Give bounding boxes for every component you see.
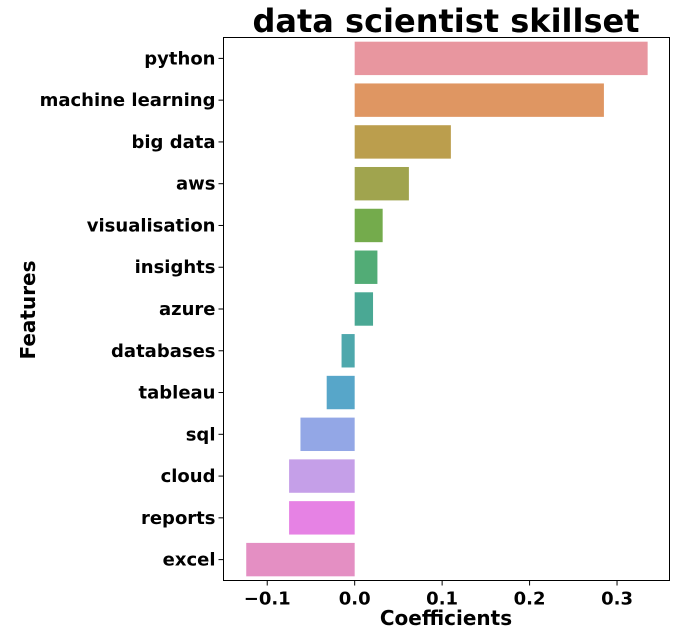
plot-frame <box>223 37 670 581</box>
y-tick-label: aws <box>176 174 216 195</box>
bar-machine-learning <box>354 83 604 117</box>
x-tick-label: 0.1 <box>426 589 458 610</box>
y-tick-label: big data <box>132 132 216 153</box>
y-tick-label: insights <box>135 257 216 278</box>
y-tick-label: cloud <box>161 466 216 487</box>
bar-azure <box>354 292 374 326</box>
x-tick-label: 0.0 <box>339 589 371 610</box>
y-tick-label: reports <box>141 508 216 529</box>
y-tick-label: python <box>144 48 215 69</box>
bar-sql <box>300 417 355 452</box>
bar-aws <box>354 166 409 201</box>
bar-visualisation <box>354 208 383 243</box>
x-tick-label: 0.2 <box>514 589 546 610</box>
bar-excel <box>246 542 355 577</box>
bar-databases <box>341 334 355 368</box>
x-tick-label: −0.1 <box>244 589 291 610</box>
chart-title: data scientist skillset <box>252 2 639 40</box>
y-tick-label: excel <box>163 550 216 571</box>
bar-big-data <box>354 125 451 159</box>
bar-reports <box>289 501 355 535</box>
y-tick-label: visualisation <box>87 215 216 236</box>
bar-cloud <box>289 459 355 493</box>
y-tick-label: sql <box>186 424 216 445</box>
y-axis-label: Features <box>16 260 40 359</box>
y-tick-label: databases <box>111 341 215 362</box>
y-tick-label: tableau <box>139 383 216 404</box>
bar-python <box>354 41 648 76</box>
y-tick-label: machine learning <box>40 90 216 111</box>
bar-tableau <box>326 375 355 410</box>
bar-insights <box>354 250 378 284</box>
x-tick-label: 0.3 <box>601 589 633 610</box>
y-tick-label: azure <box>159 299 216 320</box>
x-axis-label: Coefficients <box>380 606 512 630</box>
